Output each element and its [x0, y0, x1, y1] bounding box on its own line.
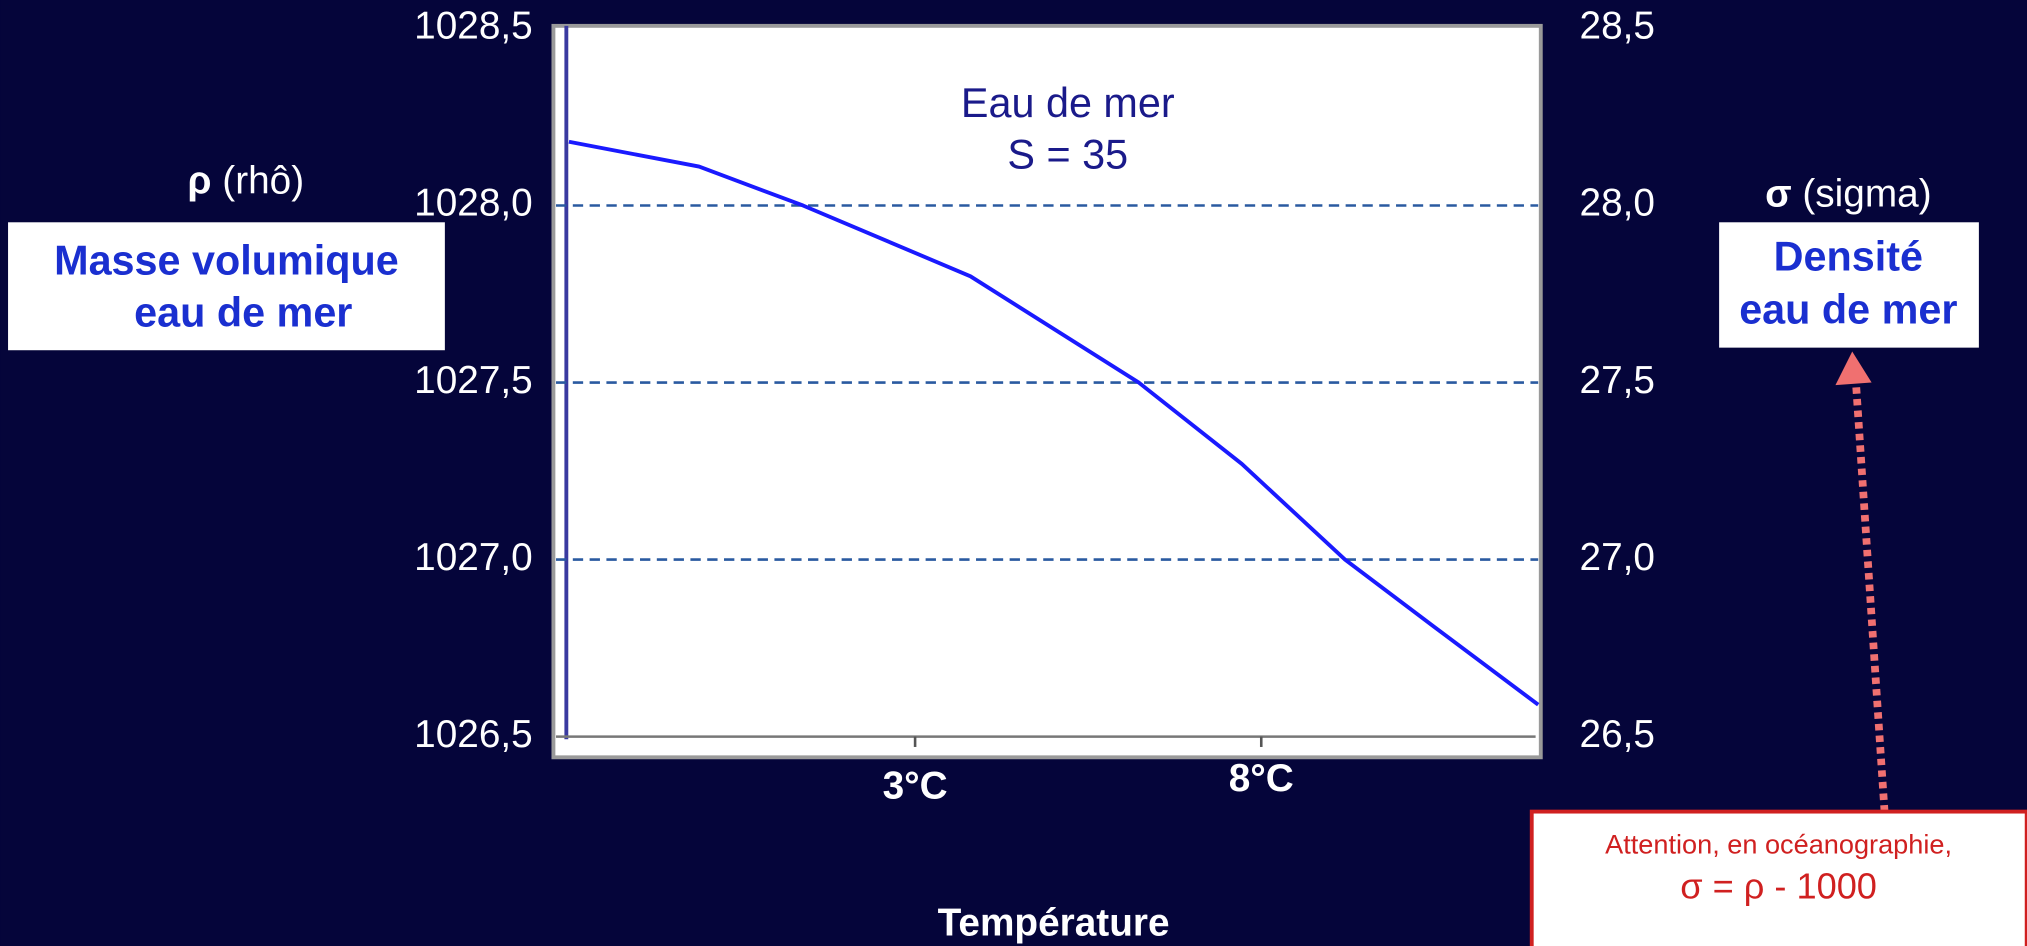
arrow-head	[1835, 351, 1872, 386]
y-tick-label: 1027,0	[414, 536, 533, 579]
y-tick-label: 1026,5	[414, 713, 533, 756]
x-tick-label: 3°C	[883, 765, 948, 808]
y-tick-label: 1027,5	[414, 359, 533, 402]
y-tick-label: 1028,0	[414, 182, 533, 225]
data-line	[568, 139, 1540, 707]
y-label: (rhô)	[222, 160, 304, 203]
note: Attention, en océanographie,	[1605, 829, 1952, 860]
y-axis-title: ρ (rhô)	[188, 160, 305, 203]
x-tick-label: 8°C	[1229, 757, 1294, 800]
note: σ = ρ - 1000	[1680, 866, 1877, 907]
y2-tick-label: 26,5	[1580, 713, 1655, 756]
y-box-label: Masse volumique	[54, 238, 399, 284]
arrow	[1852, 384, 1889, 812]
y-box-label: eau de mer	[134, 289, 352, 335]
annotation: S = 35	[1007, 132, 1128, 178]
y2-tick-label: 27,0	[1580, 536, 1655, 579]
annotation: Eau de mer	[961, 80, 1175, 126]
plot-area	[551, 23, 1543, 760]
y2-label: (sigma)	[1802, 173, 1931, 216]
y2-symbol: σ	[1765, 173, 1792, 216]
y-tick-label: 1028,5	[414, 5, 533, 48]
y2-axis-title: σ (sigma)	[1765, 173, 1932, 216]
y2-tick-label: 28,5	[1580, 5, 1655, 48]
y-symbol: ρ	[188, 160, 212, 203]
label-box	[8, 222, 445, 351]
note-box	[1529, 809, 2027, 946]
y2-box-label: eau de mer	[1739, 287, 1957, 333]
y2-box-label: Densité	[1774, 234, 1923, 280]
x-axis-title: Température	[938, 902, 1170, 945]
y2-tick-label: 28,0	[1580, 182, 1655, 225]
label-box	[1719, 222, 1979, 348]
y2-tick-label: 27,5	[1580, 359, 1655, 402]
